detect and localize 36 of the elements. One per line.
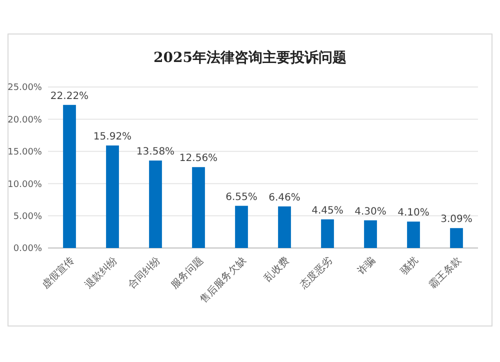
x-tick-label: 退款纠纷 bbox=[82, 254, 120, 292]
data-label: 4.45% bbox=[312, 205, 344, 216]
x-tick-label: 乱收费 bbox=[262, 254, 292, 284]
y-tick-label: 0.00% bbox=[13, 244, 42, 254]
bar bbox=[63, 104, 76, 248]
x-tick-label: 诈骗 bbox=[354, 254, 378, 278]
bar bbox=[192, 167, 205, 248]
x-tick-label: 骚扰 bbox=[398, 254, 421, 278]
data-label: 6.46% bbox=[268, 192, 300, 204]
x-tick-label: 态度恶劣 bbox=[297, 254, 335, 292]
data-label: 15.92% bbox=[93, 131, 132, 142]
y-tick-label: 20.00% bbox=[8, 115, 42, 126]
x-tick-label: 霸王条款 bbox=[426, 254, 464, 292]
bar bbox=[235, 206, 248, 248]
bar bbox=[364, 220, 377, 248]
bar bbox=[450, 228, 463, 248]
y-tick-label: 10.00% bbox=[8, 180, 42, 190]
data-label: 4.30% bbox=[354, 206, 386, 218]
chart-title: 2025年法律咨询主要投诉问题 bbox=[154, 49, 346, 66]
bar bbox=[149, 160, 162, 248]
data-label: 12.56% bbox=[179, 153, 218, 164]
data-label: 22.22% bbox=[50, 90, 89, 102]
bar bbox=[106, 145, 119, 248]
x-tick-label: 合同纠纷 bbox=[126, 254, 163, 292]
data-label: 13.58% bbox=[136, 146, 175, 158]
data-label: 3.09% bbox=[440, 214, 472, 226]
bar bbox=[321, 219, 334, 248]
x-tick-label: 虚假宣传 bbox=[40, 254, 77, 292]
y-tick-label: 15.00% bbox=[8, 148, 42, 158]
data-label: 4.10% bbox=[398, 208, 430, 219]
bar bbox=[407, 222, 420, 248]
y-tick-label: 25.00% bbox=[8, 83, 42, 94]
x-tick-label: 服务问题 bbox=[168, 254, 206, 292]
y-tick-label: 5.00% bbox=[13, 212, 42, 222]
bar bbox=[278, 206, 291, 248]
data-label: 6.55% bbox=[226, 192, 258, 203]
